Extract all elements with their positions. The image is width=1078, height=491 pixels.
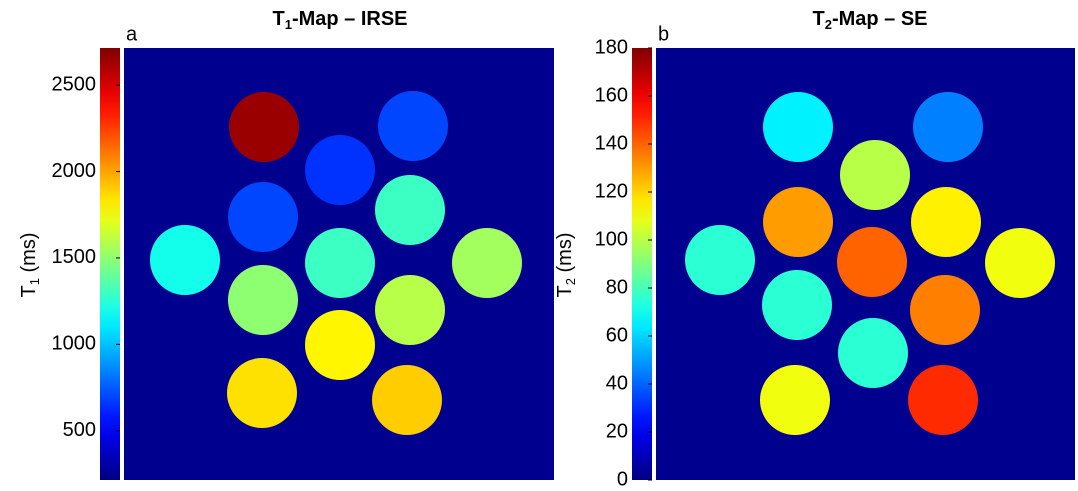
figure: 5001000150020002500T1 (ms)T1-Map – IRSEa… — [0, 0, 1078, 486]
panel-title: T2-Map – SE — [812, 8, 927, 32]
phantom-vial — [840, 140, 910, 210]
colorbar-tick-label: 140 — [595, 132, 628, 154]
colorbar-tick-label: 100 — [595, 228, 628, 250]
phantom-vial — [913, 92, 983, 162]
colorbar-tick-label: 1000 — [52, 333, 97, 355]
phantom-vial — [838, 318, 908, 388]
panel-label: b — [658, 23, 669, 45]
title-part: 1 — [285, 17, 292, 32]
colorbar-tick-label: 40 — [606, 372, 628, 394]
title-part: T — [812, 8, 824, 30]
phantom-vial — [452, 228, 522, 298]
phantom-vial — [305, 135, 375, 205]
colorbar-tick-label: 60 — [606, 324, 628, 346]
label-part: 1 — [27, 278, 42, 285]
phantom-vial — [985, 228, 1055, 298]
colorbar-label: T1 (ms) — [18, 233, 42, 298]
label-part: T — [18, 285, 40, 297]
phantom-vial — [685, 225, 755, 295]
phantom-vial — [229, 92, 299, 162]
phantom-vial — [911, 187, 981, 257]
phantom-vial — [760, 365, 830, 435]
colorbar-tick-label: 0 — [617, 468, 628, 486]
label-part: (ms) — [554, 233, 576, 279]
phantom-vial — [305, 228, 375, 298]
phantom-vial — [150, 225, 220, 295]
phantom-vial — [837, 227, 907, 297]
label-part: (ms) — [18, 233, 40, 279]
phantom-vial — [763, 187, 833, 257]
label-part: 2 — [563, 278, 578, 285]
phantom-vial — [372, 365, 442, 435]
colorbar-tick-label: 80 — [606, 276, 628, 298]
phantom-vial — [375, 275, 445, 345]
colorbar-tick-label: 160 — [595, 84, 628, 106]
colorbar-tick-label: 180 — [595, 36, 628, 58]
label-part: T — [554, 285, 576, 297]
phantom-vial — [375, 175, 445, 245]
title-part: -Map – IRSE — [292, 8, 408, 30]
title-part: 2 — [825, 17, 832, 32]
title-part: -Map – SE — [832, 8, 928, 30]
phantom-vial — [228, 182, 298, 252]
colorbar — [100, 48, 120, 480]
colorbar-tick-label: 120 — [595, 180, 628, 202]
phantom-vial — [908, 365, 978, 435]
panel-title: T1-Map – IRSE — [272, 8, 407, 32]
panel-label: a — [126, 23, 138, 45]
colorbar-tick-label: 1500 — [52, 246, 97, 268]
colorbar-tick-label: 500 — [63, 419, 96, 441]
title-part: T — [272, 8, 284, 30]
colorbar-tick-label: 2000 — [52, 160, 97, 182]
phantom-vial — [227, 358, 297, 428]
colorbar-tick-label: 20 — [606, 420, 628, 442]
colorbar-tick-label: 2500 — [52, 73, 97, 95]
colorbar-label: T2 (ms) — [554, 233, 578, 298]
colorbar — [632, 48, 652, 480]
phantom-vial — [910, 275, 980, 345]
phantom-vial — [763, 92, 833, 162]
phantom-vial — [228, 265, 298, 335]
phantom-vial — [378, 91, 448, 161]
phantom-vial — [305, 310, 375, 380]
phantom-vial — [762, 270, 832, 340]
